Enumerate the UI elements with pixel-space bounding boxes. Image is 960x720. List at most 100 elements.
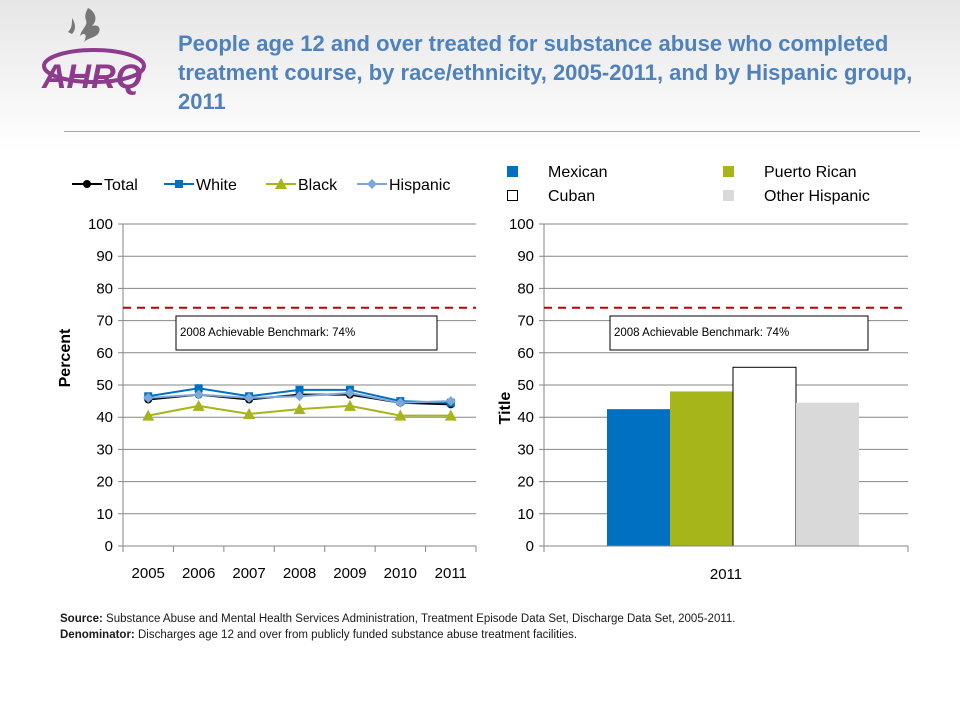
denominator-text: Discharges age 12 and over from publicly… — [137, 629, 578, 641]
benchmark-label-box — [175, 315, 438, 351]
x-tick-label: 2011 — [710, 566, 742, 583]
legend-item-total: Total — [72, 177, 138, 194]
x-tick-label: 2011 — [435, 565, 467, 582]
line-chart-benchmark: 2008 Achievable Benchmark: 74% — [123, 306, 476, 351]
y-tick-label: 20 — [517, 474, 534, 491]
y-tick-label: 30 — [96, 441, 113, 458]
legend-item-black: Black — [266, 177, 338, 194]
y-tick-label: 90 — [96, 248, 113, 265]
y-tick-label: 90 — [517, 248, 534, 265]
bar-puerto-rican — [670, 391, 733, 546]
legend-swatch-other-hispanic — [723, 190, 734, 201]
bar-chart-y-label: Title — [497, 392, 514, 425]
data-point-triangle — [192, 399, 205, 411]
legend-swatch-mexican — [507, 166, 518, 177]
data-point-triangle — [394, 409, 407, 421]
legend-item-white: White — [164, 177, 237, 194]
benchmark-label-box — [609, 315, 869, 351]
series-black — [142, 399, 457, 421]
data-point-triangle — [293, 403, 306, 415]
data-point-diamond — [244, 392, 255, 403]
line-chart-series — [142, 384, 457, 421]
y-tick-label: 40 — [96, 409, 113, 426]
legend-marker-circle — [83, 180, 91, 188]
source-label: Source: — [60, 613, 103, 625]
legend-item-other-hispanic: Other Hispanic — [723, 188, 870, 205]
line-chart-legend: Total White Black Hispanic — [72, 177, 450, 194]
line-chart-x-axis: 2005 2006 2007 2008 2009 2010 2011 — [122, 546, 477, 582]
y-tick-label: 30 — [517, 441, 534, 458]
data-point-square — [194, 384, 203, 393]
line-chart-y-axis: 0 10 20 30 40 50 60 70 80 90 100 — [88, 216, 476, 555]
legend-label-mexican: Mexican — [548, 164, 608, 181]
legend-item-hispanic: Hispanic — [357, 177, 450, 194]
legend-label-puerto-rican: Puerto Rican — [764, 164, 857, 181]
data-point-square — [295, 385, 304, 394]
x-tick-label: 2010 — [384, 565, 417, 582]
legend-label-other-hispanic: Other Hispanic — [764, 188, 870, 205]
y-tick-label: 50 — [517, 377, 534, 394]
y-tick-label: 0 — [105, 538, 113, 555]
data-point-diamond — [294, 391, 305, 402]
legend-label-cuban: Cuban — [548, 188, 595, 205]
legend-swatch-cuban — [507, 190, 518, 201]
y-tick-label: 80 — [517, 280, 534, 297]
data-point-diamond — [344, 388, 355, 399]
legend-swatch-puerto-rican — [723, 166, 734, 177]
legend-label-white: White — [196, 177, 237, 194]
legend-marker-diamond — [367, 179, 377, 189]
page-title: People age 12 and over treated for subst… — [178, 31, 913, 114]
y-tick-label: 100 — [509, 216, 534, 233]
y-tick-label: 60 — [96, 345, 113, 362]
x-tick-label: 2006 — [182, 565, 215, 582]
denominator-note: Denominator: Discharges age 12 and over … — [60, 627, 920, 643]
bar-cuban — [732, 366, 797, 547]
line-chart-y-label: Percent — [57, 328, 74, 387]
footer-notes: Source: Substance Abuse and Mental Healt… — [60, 611, 920, 643]
legend-label-hispanic: Hispanic — [389, 177, 450, 194]
y-tick-label: 70 — [96, 313, 113, 330]
source-note: Source: Substance Abuse and Mental Healt… — [60, 611, 920, 627]
y-tick-label: 40 — [517, 409, 534, 426]
legend-item-mexican: Mexican — [507, 164, 608, 181]
logo-text: AHRQ — [41, 58, 142, 96]
legend-marker-triangle — [275, 178, 287, 189]
y-tick-label: 60 — [517, 345, 534, 362]
data-point-diamond — [143, 392, 154, 403]
data-point-triangle — [142, 409, 155, 421]
bar-chart-bars — [607, 366, 859, 547]
title-divider — [64, 131, 920, 132]
y-tick-label: 10 — [96, 506, 113, 523]
ahrq-logo: AHRQ — [41, 8, 146, 96]
data-point-diamond — [193, 389, 204, 400]
y-tick-label: 10 — [517, 506, 534, 523]
data-point-diamond — [445, 396, 456, 407]
legend-marker-square — [175, 180, 183, 188]
data-point-triangle — [343, 399, 356, 411]
denominator-label: Denominator: — [60, 629, 135, 641]
data-point-diamond — [395, 397, 406, 408]
legend-label-black: Black — [298, 177, 338, 194]
bar-mexican — [607, 409, 670, 546]
bar-chart-benchmark: 2008 Achievable Benchmark: 74% — [544, 306, 908, 351]
header-band — [0, 0, 960, 150]
bar-chart-x-axis: 2011 — [543, 545, 909, 583]
data-point-triangle — [444, 409, 457, 421]
series-hispanic — [143, 388, 456, 408]
x-tick-label: 2007 — [232, 565, 265, 582]
y-tick-label: 0 — [526, 538, 534, 555]
y-tick-label: 20 — [96, 474, 113, 491]
source-text: Substance Abuse and Mental Health Servic… — [106, 613, 736, 625]
x-tick-label: 2005 — [132, 565, 165, 582]
data-point-triangle — [243, 407, 256, 419]
hhs-eagle-icon — [68, 8, 100, 42]
legend-item-puerto-rican: Puerto Rican — [723, 164, 857, 181]
y-tick-label: 80 — [96, 280, 113, 297]
legend-item-cuban: Cuban — [507, 188, 595, 205]
x-tick-label: 2009 — [333, 565, 366, 582]
line-chart: Total White Black Hispanic Percent 0 10 20… — [57, 177, 477, 582]
y-tick-label: 70 — [517, 313, 534, 330]
benchmark-label: 2008 Achievable Benchmark: 74% — [180, 327, 355, 339]
y-tick-label: 50 — [96, 377, 113, 394]
